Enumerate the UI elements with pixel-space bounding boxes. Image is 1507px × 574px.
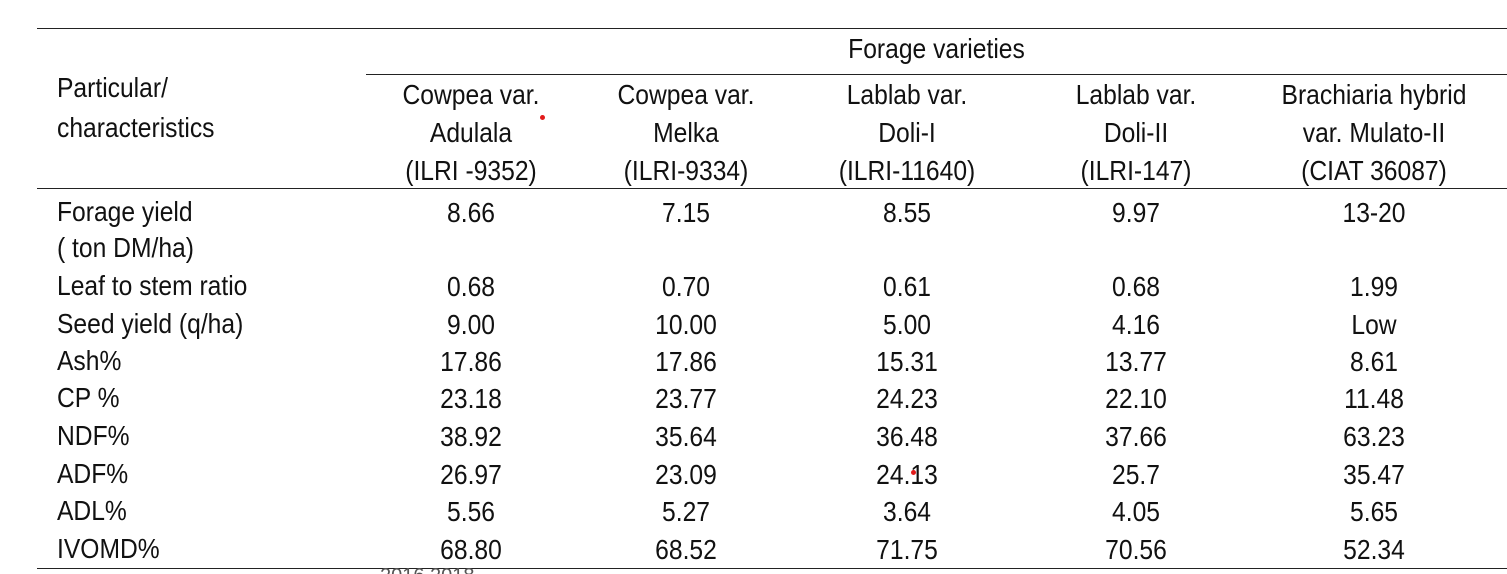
group-header-rule [366,74,1507,75]
footnote-years: 2016 2018 [380,566,580,574]
row-label: CP % [57,382,120,413]
table-cell: 9.97 [1112,197,1160,228]
table-cell: 70.56 [1105,534,1167,565]
table-cell: 63.23 [1343,421,1405,452]
table-cell: 7.15 [662,197,710,228]
table-cell: 71.75 [876,534,938,565]
row-label: Forage yield ( ton DM/ha) [57,196,194,263]
column-header-3: Lablab var. Doli-I (ILRI-11640) [838,79,976,186]
row-label: NDF% [57,420,130,451]
table-cell: 13-20 [1342,197,1406,228]
row-label: IVOMD% [57,533,160,564]
column-header-4: Lablab var. Doli-II (ILRI-147) [1075,79,1197,186]
row-label: Ash% [57,345,122,376]
row-label: Seed yield (q/ha) [57,308,244,339]
table-cell: 4.16 [1112,309,1160,340]
column-header-1: Cowpea var. Adulala (ILRI -9352) [402,79,540,186]
table-cell: 26.97 [440,459,502,490]
table-top-rule [37,28,1507,29]
table-cell: 8.55 [883,197,931,228]
table-cell: 8.66 [447,197,495,228]
column-header-5: Brachiaria hybrid var. Mulato-II (CIAT 3… [1281,79,1467,186]
row-header-label: Particular/ characteristics [57,72,215,143]
table-bottom-rule [37,568,1507,569]
red-mark [911,470,916,475]
table-cell: 23.09 [655,459,717,490]
table-cell: 0.70 [662,271,710,302]
table-cell: 0.68 [1112,271,1160,302]
table-cell: 10.00 [655,309,717,340]
table-cell: 13.77 [1105,346,1167,377]
table-cell: 37.66 [1105,421,1167,452]
header-bottom-rule [37,188,1507,189]
table-cell: 5.56 [447,496,495,527]
table-cell: 8.61 [1350,346,1398,377]
table-cell: 38.92 [440,421,502,452]
table-cell: 4.05 [1112,496,1160,527]
table-cell: 36.48 [876,421,938,452]
table-cell: 1.99 [1350,271,1398,302]
table-cell: 23.77 [655,383,717,414]
table-cell: 22.10 [1105,383,1167,414]
red-mark [540,115,545,120]
table-cell: 11.48 [1344,383,1404,414]
table-cell: 23.18 [440,383,502,414]
table-cell: 68.80 [440,534,502,565]
table-cell: 3.64 [883,496,931,527]
column-header-2: Cowpea var. Melka (ILRI-9334) [617,79,755,186]
table-cell: 5.00 [883,309,931,340]
table-cell: Low [1351,309,1397,340]
table-cell: 17.86 [655,346,717,377]
row-label: ADL% [57,495,127,526]
table-cell: 15.31 [876,346,938,377]
table-cell: 24.13 [876,459,938,490]
table-cell: 0.61 [883,271,931,302]
row-label: ADF% [57,458,129,489]
table-cell: 9.00 [447,309,495,340]
table-cell: 5.65 [1350,496,1398,527]
table-cell: 25.7 [1112,459,1160,490]
table-cell: 35.64 [655,421,717,452]
table-cell: 35.47 [1343,459,1405,490]
table-cell: 17.86 [440,346,502,377]
table-cell: 24.23 [876,383,938,414]
table-cell: 68.52 [655,534,717,565]
table-cell: 52.34 [1343,534,1405,565]
group-header-forage-varieties: Forage varieties [848,33,1025,64]
row-label: Leaf to stem ratio [57,270,248,301]
table-cell: 5.27 [662,496,710,527]
table-cell: 0.68 [447,271,495,302]
